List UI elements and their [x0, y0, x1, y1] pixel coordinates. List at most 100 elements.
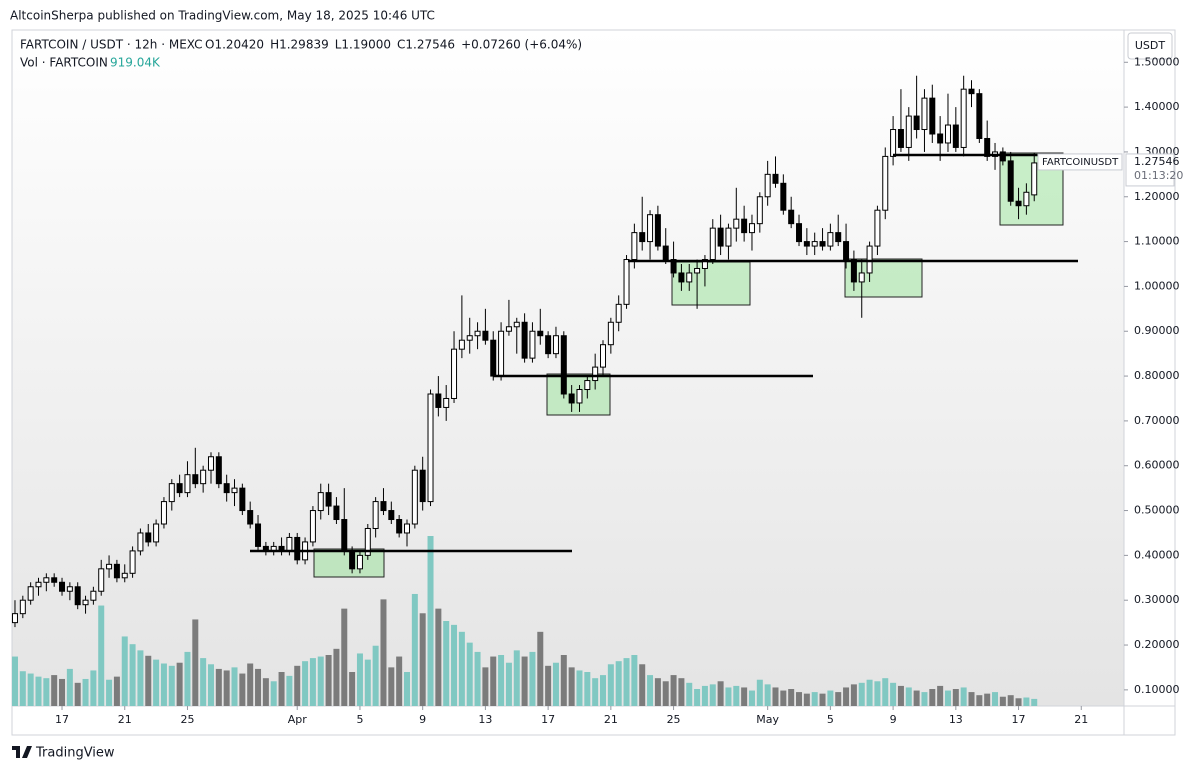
candle-body	[411, 469, 418, 525]
x-tick-label: 9	[419, 713, 426, 726]
candle-body	[43, 577, 50, 583]
candle-body	[882, 155, 889, 211]
currency-label[interactable]: USDT	[1135, 39, 1166, 52]
x-tick-label: Apr	[288, 713, 308, 726]
candle-body	[215, 456, 222, 485]
volume-bar	[513, 650, 520, 706]
candle-body	[709, 227, 716, 261]
candle-body	[764, 173, 771, 198]
volume-bar	[576, 670, 583, 706]
volume-bar	[1007, 695, 1014, 706]
volume-bar	[505, 662, 512, 706]
currency-button[interactable]	[1127, 32, 1173, 60]
candle-body	[239, 487, 246, 512]
volume-bar	[223, 670, 230, 706]
candle-body	[419, 469, 426, 503]
volume-bar	[466, 642, 473, 706]
candle-body	[615, 303, 622, 323]
candle-body	[733, 218, 740, 229]
candle-body	[27, 586, 34, 601]
candle-body	[639, 232, 646, 243]
candle-body	[184, 474, 191, 494]
volume-bar	[113, 676, 120, 706]
candle-body	[968, 88, 975, 95]
x-tick-label: 25	[180, 713, 194, 726]
candle-body	[66, 586, 73, 592]
y-tick-label: 0.60000	[1134, 459, 1180, 472]
candle-body	[51, 577, 58, 583]
candle-body	[513, 321, 520, 328]
candle-body	[780, 182, 787, 211]
candle-body	[388, 510, 395, 521]
volume-bar	[317, 656, 324, 706]
x-tick-label: 17	[541, 713, 555, 726]
brand-logo	[12, 746, 32, 758]
volume-bar	[435, 608, 442, 706]
volume-bar	[694, 689, 701, 706]
candle-body	[937, 133, 944, 144]
volume-bar	[278, 672, 285, 706]
candle-body	[552, 335, 559, 355]
candle-body	[325, 492, 332, 507]
chart-frame	[11, 29, 1176, 736]
symbol-tag-box	[1037, 153, 1123, 171]
candle-body	[686, 272, 693, 283]
volume-bar	[325, 655, 332, 706]
volume-bar	[451, 624, 458, 706]
candle-body	[1007, 160, 1014, 202]
volume-bar	[27, 673, 34, 706]
volume-bar	[647, 675, 654, 706]
volume-bar	[843, 687, 850, 706]
candle-body	[662, 245, 669, 261]
volume-bar	[545, 665, 552, 706]
volume-bar	[255, 668, 262, 706]
zone-box	[671, 261, 751, 306]
volume-bar	[286, 675, 293, 706]
candle-body	[341, 519, 348, 552]
volume-bar	[623, 658, 630, 706]
x-tick-label: 17	[1012, 713, 1026, 726]
volume-bar	[882, 678, 889, 706]
volume-bar	[11, 656, 18, 706]
volume-bar	[741, 687, 748, 706]
brand-name: TradingView	[35, 746, 115, 761]
volume-bar	[756, 679, 763, 706]
volume-bar	[992, 692, 999, 706]
volume-bar	[937, 685, 944, 706]
y-tick-label: 0.90000	[1134, 324, 1180, 337]
volume-bar	[106, 679, 113, 706]
volume-bar	[796, 692, 803, 706]
x-tick-label: 13	[949, 713, 963, 726]
candle-body	[976, 93, 983, 139]
candle-body	[1023, 191, 1030, 207]
zone-box	[313, 548, 385, 578]
x-tick-label: 21	[604, 713, 618, 726]
candle-body	[82, 599, 89, 606]
candle-body	[466, 335, 473, 341]
brand: TradingView	[12, 746, 115, 761]
candle-body	[866, 245, 873, 274]
volume-bar	[819, 693, 826, 706]
volume-bar	[388, 667, 395, 706]
candle-body	[294, 536, 301, 561]
ohlc-value: L1.19000	[335, 38, 391, 52]
volume-bar	[678, 678, 685, 706]
ohlc-value: H1.29839	[270, 38, 329, 52]
candle-body	[592, 366, 599, 382]
volume-bar	[701, 685, 708, 706]
candle-body	[451, 348, 458, 399]
volume-bar	[333, 648, 340, 706]
candle-body	[521, 321, 528, 359]
volume-bar	[482, 667, 489, 706]
candle-body	[568, 393, 575, 404]
candle-body	[694, 267, 701, 274]
volume-bar	[302, 661, 309, 706]
volume-bar	[984, 693, 991, 706]
candle-body	[364, 527, 371, 556]
candle-body	[396, 519, 403, 534]
candle-body	[427, 393, 434, 503]
candle-body	[874, 209, 881, 247]
volume-bar	[584, 672, 591, 706]
y-tick-label: 0.30000	[1134, 593, 1180, 606]
candle-body	[701, 259, 708, 269]
